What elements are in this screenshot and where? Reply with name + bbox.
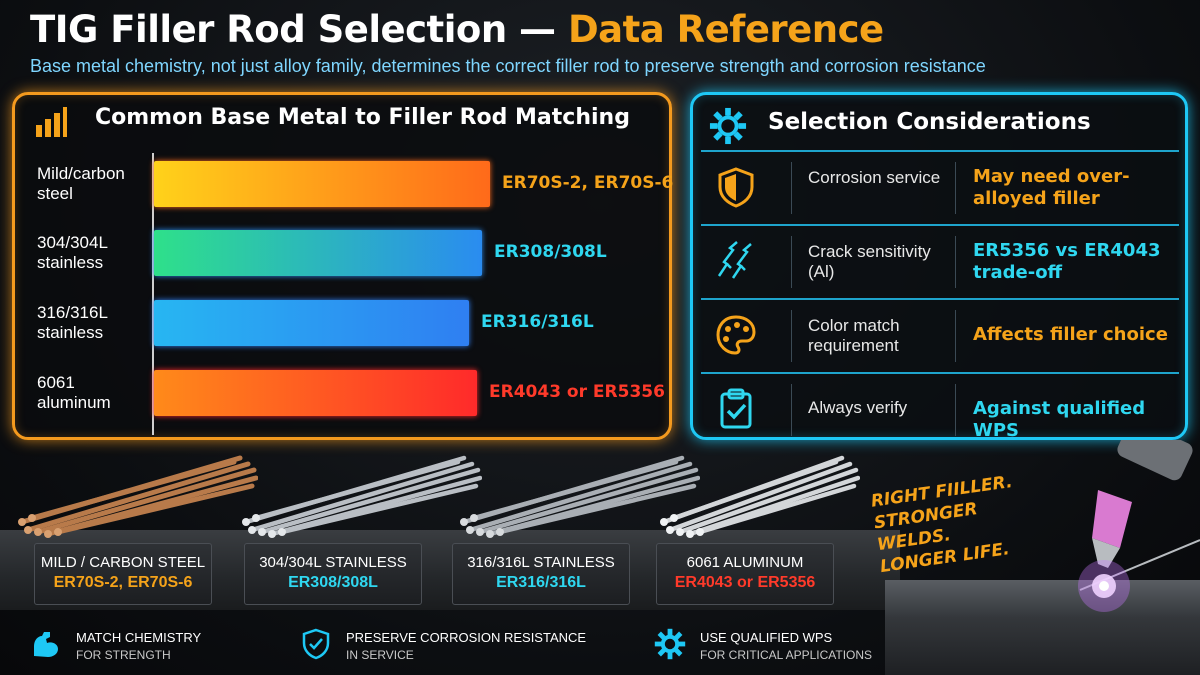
bar-chart-icon bbox=[36, 107, 67, 137]
consideration-label: Corrosion service bbox=[808, 168, 941, 187]
aluminum-rod-bundle bbox=[660, 455, 860, 538]
bar bbox=[154, 370, 477, 416]
rod-plate-rods: ER4043 or ER5356 bbox=[674, 574, 816, 591]
divider bbox=[791, 236, 792, 288]
consideration-value: ER5356 vs ER4043 trade-off bbox=[973, 240, 1161, 283]
footer-line-1: PRESERVE CORROSION RESISTANCE bbox=[346, 630, 587, 645]
rod-plate-name: 304/304L STAINLESS bbox=[259, 554, 407, 571]
rod-plate-rods: ER308/308L bbox=[288, 574, 378, 591]
divider bbox=[791, 384, 792, 436]
divider bbox=[791, 162, 792, 214]
gear-icon bbox=[654, 628, 686, 660]
bar-category-label: 304/304L stainless bbox=[37, 233, 108, 272]
consideration-label: Color match requirement bbox=[808, 316, 900, 355]
chart-axis bbox=[152, 153, 154, 435]
bar-value-label: ER70S-2, ER70S-6 bbox=[502, 173, 674, 193]
bar bbox=[154, 300, 469, 346]
title-part-1: TIG Filler Rod Selection — bbox=[30, 8, 568, 51]
considerations-title: Selection Considerations bbox=[768, 109, 1091, 135]
gear-icon bbox=[709, 107, 747, 145]
consideration-value: Against qualified WPS bbox=[973, 398, 1146, 441]
stainless-304-rod-bundle bbox=[242, 455, 482, 538]
divider bbox=[791, 310, 792, 362]
consideration-row: Color match requirement Affects filler c… bbox=[701, 298, 1179, 372]
flexed-arm-icon bbox=[34, 632, 58, 657]
rod-plate-aluminum: 6061 ALUMINUM ER4043 or ER5356 bbox=[656, 543, 834, 605]
bar-value-label: ER316/316L bbox=[481, 312, 594, 332]
palette-icon bbox=[716, 315, 756, 355]
consideration-row: Always verify Against qualified WPS bbox=[701, 372, 1179, 441]
bar bbox=[154, 230, 482, 276]
bar-value-label: ER4043 or ER5356 bbox=[489, 382, 665, 402]
stainless-316-rod-bundle bbox=[460, 455, 700, 538]
rod-plate-304: 304/304L STAINLESS ER308/308L bbox=[244, 543, 422, 605]
chart-panel-header: Common Base Metal to Filler Rod Matching bbox=[15, 95, 669, 147]
divider bbox=[955, 162, 956, 214]
page-subtitle: Base metal chemistry, not just alloy fam… bbox=[30, 56, 986, 76]
footer: MATCH CHEMISTRY FOR STRENGTH PRESERVE CO… bbox=[0, 612, 900, 675]
page-title: TIG Filler Rod Selection — Data Referenc… bbox=[30, 8, 1180, 56]
chart-panel-title: Common Base Metal to Filler Rod Matching bbox=[95, 105, 630, 130]
footer-line-1: USE QUALIFIED WPS bbox=[700, 630, 833, 645]
tig-torch-illustration bbox=[1078, 440, 1200, 612]
consideration-value: May need over-alloyed filler bbox=[973, 166, 1130, 209]
rod-plate-name: 316/316L STAINLESS bbox=[467, 554, 615, 571]
rod-plate-316: 316/316L STAINLESS ER316/316L bbox=[452, 543, 630, 605]
bar-category-label: 6061 aluminum bbox=[37, 373, 111, 412]
consideration-label: Crack sensitivity (Al) bbox=[808, 242, 931, 281]
steel-workpiece bbox=[885, 580, 1200, 675]
divider bbox=[955, 236, 956, 288]
bar-category-label: Mild/carbon steel bbox=[37, 164, 125, 203]
rod-plate-rods: ER70S-2, ER70S-6 bbox=[53, 574, 193, 591]
consideration-row: Corrosion service May need over-alloyed … bbox=[701, 150, 1179, 224]
divider bbox=[955, 310, 956, 362]
bar-category-label: 316/316L stainless bbox=[37, 303, 108, 342]
consideration-label: Always verify bbox=[808, 398, 908, 417]
shield-check-icon bbox=[302, 628, 330, 660]
footer-line-2: IN SERVICE bbox=[346, 648, 414, 662]
carbon-steel-rod-bundle bbox=[18, 455, 258, 538]
rod-plate-mild-steel: MILD / CARBON STEEL ER70S-2, ER70S-6 bbox=[34, 543, 212, 605]
slogan: RIGHT FIILLER. STRONGER WELDS. LONGER LI… bbox=[870, 470, 1031, 578]
rod-plate-rods: ER316/316L bbox=[496, 574, 586, 591]
crack-icon bbox=[717, 241, 752, 279]
rod-plate-name: MILD / CARBON STEEL bbox=[40, 554, 206, 571]
clipboard-check-icon bbox=[720, 388, 752, 429]
filler-matching-panel: Common Base Metal to Filler Rod Matching… bbox=[12, 92, 674, 440]
rod-plate-name: 6061 ALUMINUM bbox=[686, 554, 804, 571]
consideration-row: Crack sensitivity (Al) ER5356 vs ER4043 … bbox=[701, 224, 1179, 298]
footer-line-2: FOR STRENGTH bbox=[76, 648, 171, 662]
shield-icon bbox=[718, 167, 754, 208]
bar-value-label: ER308/308L bbox=[494, 242, 607, 262]
divider bbox=[955, 384, 956, 436]
footer-line-2: FOR CRITICAL APPLICATIONS bbox=[700, 648, 873, 662]
footer-line-1: MATCH CHEMISTRY bbox=[76, 630, 202, 645]
consideration-value: Affects filler choice bbox=[973, 324, 1168, 345]
title-part-2: Data Reference bbox=[567, 8, 884, 51]
selection-considerations-panel: Selection Considerations Corrosion servi… bbox=[690, 92, 1188, 441]
bar bbox=[154, 161, 490, 207]
